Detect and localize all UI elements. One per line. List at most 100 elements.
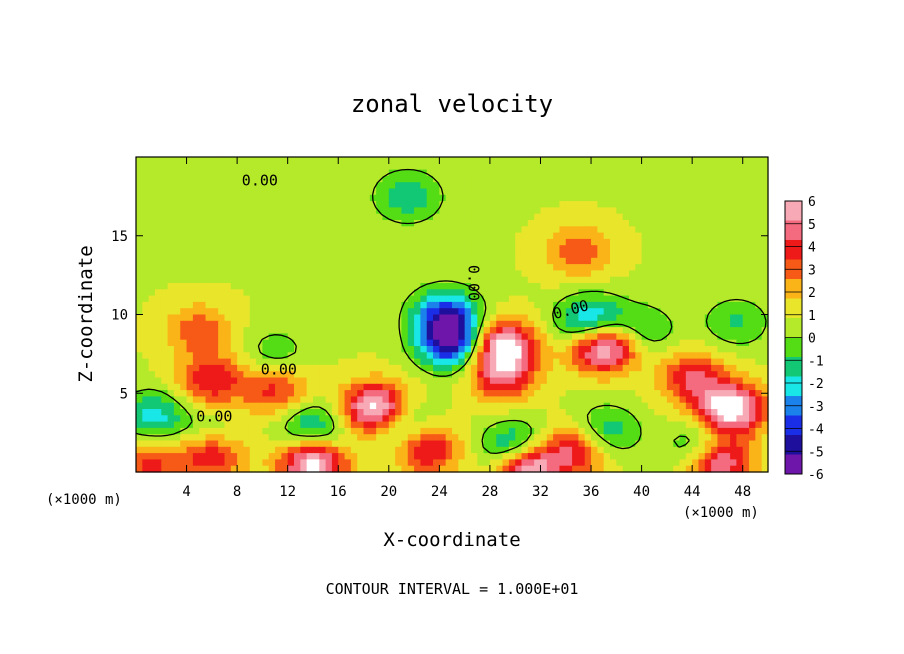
heatmap-cell bbox=[515, 327, 523, 334]
heatmap-cell bbox=[470, 245, 478, 253]
heatmap-cell bbox=[521, 295, 529, 303]
heatmap-cell bbox=[553, 409, 561, 416]
heatmap-cell bbox=[407, 327, 415, 334]
heatmap-cell bbox=[477, 257, 485, 265]
heatmap-cell bbox=[635, 289, 643, 297]
heatmap-cell bbox=[268, 402, 276, 410]
heatmap-cell bbox=[154, 289, 162, 297]
heatmap-cell bbox=[496, 194, 504, 202]
heatmap-cell bbox=[287, 264, 295, 271]
heatmap-cell bbox=[395, 440, 403, 448]
heatmap-cell bbox=[496, 169, 504, 177]
heatmap-cell bbox=[540, 396, 548, 404]
heatmap-cell bbox=[742, 453, 750, 460]
heatmap-cell bbox=[736, 383, 744, 391]
heatmap-cell bbox=[407, 270, 415, 278]
heatmap-cell bbox=[154, 421, 162, 429]
heatmap-cell bbox=[749, 314, 756, 322]
heatmap-cell bbox=[167, 295, 175, 303]
heatmap-cell bbox=[287, 308, 295, 316]
heatmap-cell bbox=[142, 333, 150, 341]
heatmap-cell bbox=[515, 446, 523, 454]
heatmap-cell bbox=[439, 402, 447, 410]
heatmap-cell bbox=[458, 415, 466, 423]
heatmap-cell bbox=[312, 264, 320, 271]
heatmap-cell bbox=[749, 339, 756, 347]
heatmap-cell bbox=[382, 352, 390, 360]
heatmap-cell bbox=[717, 465, 725, 473]
heatmap-cell bbox=[591, 383, 598, 391]
heatmap-cell bbox=[173, 188, 181, 196]
heatmap-cell bbox=[534, 364, 542, 372]
heatmap-cell bbox=[205, 264, 213, 271]
heatmap-cell bbox=[350, 194, 358, 202]
heatmap-cell bbox=[464, 415, 472, 423]
heatmap-cell bbox=[666, 169, 674, 177]
heatmap-cell bbox=[420, 390, 428, 397]
heatmap-cell bbox=[496, 333, 504, 341]
heatmap-cell bbox=[464, 295, 472, 303]
heatmap-cell bbox=[186, 276, 194, 284]
heatmap-cell bbox=[628, 238, 636, 246]
heatmap-cell bbox=[508, 402, 516, 410]
heatmap-cell bbox=[369, 201, 377, 208]
heatmap-cell bbox=[723, 295, 731, 303]
heatmap-cell bbox=[578, 314, 586, 322]
heatmap-cell bbox=[711, 182, 719, 190]
heatmap-cell bbox=[325, 175, 333, 183]
heatmap-cell bbox=[256, 175, 263, 183]
heatmap-cell bbox=[452, 182, 459, 190]
heatmap-cell bbox=[628, 465, 636, 473]
heatmap-cell bbox=[142, 421, 150, 429]
heatmap-cell bbox=[180, 320, 188, 328]
heatmap-cell bbox=[167, 251, 175, 259]
heatmap-cell bbox=[565, 207, 573, 215]
heatmap-cell bbox=[755, 440, 763, 448]
heatmap-cell bbox=[755, 220, 763, 227]
heatmap-cell bbox=[578, 157, 586, 164]
heatmap-cell bbox=[161, 453, 169, 460]
heatmap-cell bbox=[489, 327, 497, 334]
heatmap-cell bbox=[350, 169, 358, 177]
heatmap-cell bbox=[628, 257, 636, 265]
heatmap-cell bbox=[496, 232, 504, 240]
heatmap-cell bbox=[287, 371, 295, 379]
heatmap-cell bbox=[660, 320, 668, 328]
heatmap-cell bbox=[376, 346, 384, 353]
heatmap-cell bbox=[331, 295, 339, 303]
heatmap-cell bbox=[287, 201, 295, 208]
heatmap-cell bbox=[610, 295, 617, 303]
heatmap-cell bbox=[458, 402, 466, 410]
heatmap-cell bbox=[572, 308, 579, 316]
heatmap-cell bbox=[610, 421, 617, 429]
heatmap-cell bbox=[186, 257, 194, 265]
heatmap-cell bbox=[357, 402, 365, 410]
heatmap-cell bbox=[338, 245, 346, 253]
heatmap-cell bbox=[622, 226, 630, 234]
heatmap-cell bbox=[306, 402, 314, 410]
heatmap-cell bbox=[180, 333, 188, 341]
heatmap-cell bbox=[230, 169, 238, 177]
heatmap-cell bbox=[388, 270, 396, 278]
heatmap-cell bbox=[761, 459, 769, 467]
heatmap-cell bbox=[433, 157, 440, 164]
heatmap-cell bbox=[306, 390, 314, 397]
heatmap-cell bbox=[540, 377, 548, 385]
heatmap-cell bbox=[508, 175, 516, 183]
heatmap-cell bbox=[553, 440, 561, 448]
heatmap-cell bbox=[186, 327, 194, 334]
heatmap-cell bbox=[477, 415, 485, 423]
heatmap-cell bbox=[660, 358, 668, 366]
heatmap-cell bbox=[142, 358, 150, 366]
heatmap-cell bbox=[540, 182, 548, 190]
heatmap-cell bbox=[673, 409, 681, 416]
heatmap-cell bbox=[559, 169, 567, 177]
heatmap-cell bbox=[300, 207, 308, 215]
heatmap-cell bbox=[572, 459, 579, 467]
heatmap-cell bbox=[616, 289, 624, 297]
heatmap-cell bbox=[186, 333, 194, 341]
heatmap-cell bbox=[610, 251, 617, 259]
heatmap-cell bbox=[666, 314, 674, 322]
heatmap-cell bbox=[660, 182, 668, 190]
heatmap-cell bbox=[218, 339, 226, 347]
